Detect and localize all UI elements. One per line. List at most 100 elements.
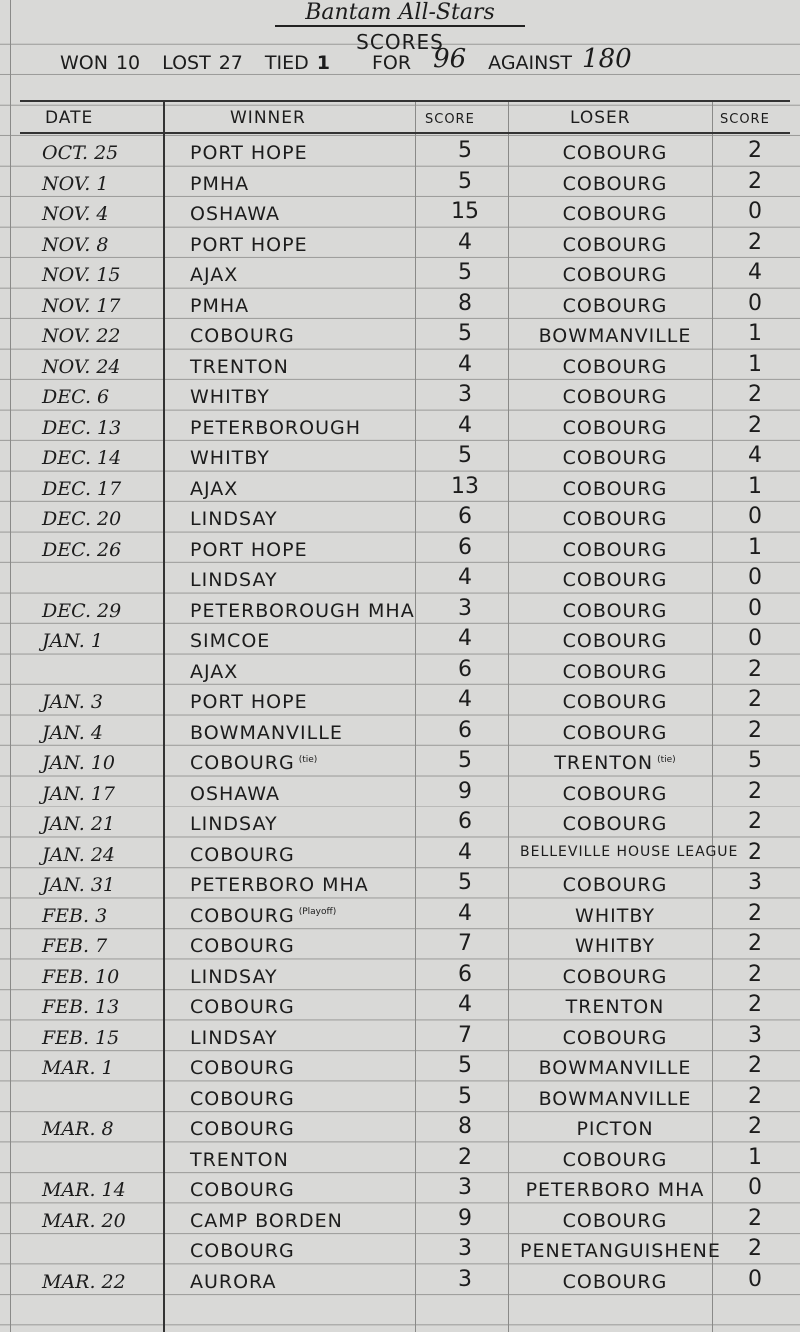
loser-cell: COBOURG [520,630,710,652]
winner-score-cell: 8 [440,1114,490,1139]
loser-cell: COBOURG [520,600,710,622]
table-row: LINDSAY 4 COBOURG 0 [0,565,800,596]
loser-score-cell: 0 [725,199,785,224]
winner-score-cell: 9 [440,779,490,804]
date-cell: NOV. 8 [42,234,108,256]
date-cell-text: NOV. 15 [42,264,121,286]
column-header-loser: LOSER [570,108,631,128]
table-row: NOV. 17 PMHA 8 COBOURG 0 [0,291,800,322]
loser-score-cell-text: 2 [748,168,762,194]
winner-score-cell-text: 5 [458,748,472,773]
winner-score-cell: 15 [440,199,490,224]
loser-cell-text: COBOURG [562,965,668,988]
winner-cell-text: LINDSAY [190,569,278,591]
table-row: NOV. 24 TRENTON 4 COBOURG 1 [0,352,800,383]
table-row: MAR. 14 COBOURG 3 PETERBORO MHA 0 [0,1175,800,1206]
table-row: JAN. 3 PORT HOPE 4 COBOURG 2 [0,687,800,718]
table-row: JAN. 10 COBOURG (tie) 5 TRENTON (tie) 5 [0,748,800,779]
table-row: JAN. 17 OSHAWA 9 COBOURG 2 [0,779,800,810]
table-row: FEB. 15 LINDSAY 7 COBOURG 3 [0,1023,800,1054]
winner-cell: LINDSAY [190,813,278,835]
winner-cell-text: AJAX [190,477,239,500]
winner-score-cell: 4 [440,840,490,865]
date-cell-text: JAN. 1 [42,630,103,652]
table-row: AJAX 6 COBOURG 2 [0,657,800,688]
loser-cell: COBOURG [520,539,710,561]
winner-cell-text: COBOURG [190,935,295,957]
against-label: AGAINST [488,52,573,74]
table-row: JAN. 21 LINDSAY 6 COBOURG 2 [0,809,800,840]
date-cell-text: NOV. 1 [42,172,109,195]
loser-score-cell-text: 0 [748,1266,762,1292]
loser-cell-text: COBOURG [562,599,668,622]
winner-score-cell-text: 4 [458,412,472,438]
page-subtitle: SCORES [356,30,444,54]
winner-score-cell-text: 2 [458,1144,472,1170]
winner-score-cell: 7 [440,931,490,956]
winner-cell: PORT HOPE [190,234,308,256]
loser-cell-text: COBOURG [562,813,668,835]
loser-cell: COBOURG [520,447,710,469]
winner-cell-text: PORT HOPE [190,233,308,256]
winner-cell: AJAX [190,478,238,500]
winner-score-cell: 6 [440,718,490,743]
loser-cell: COBOURG [520,813,710,835]
winner-score-cell-text: 3 [458,1266,472,1292]
loser-cell: COBOURG [520,234,710,256]
winner-cell-text: COBOURG [190,843,295,866]
loser-score-cell: 2 [725,657,785,682]
loser-score-cell-text: 4 [748,443,762,468]
winner-score-cell: 9 [440,1206,490,1231]
date-cell: NOV. 1 [42,173,108,195]
loser-cell-text: WHITBY [575,935,655,957]
date-cell-text: JAN. 17 [42,782,116,805]
winner-cell-text: PETERBORO MHA [190,874,369,896]
winner-cell-text: WHITBY [190,447,270,469]
loser-score-cell: 1 [725,321,785,346]
loser-score-cell-text: 2 [748,229,762,255]
winner-score-cell-text: 3 [458,595,472,621]
winner-cell-text: COBOURG [190,752,295,774]
loser-score-cell-text: 0 [748,626,762,651]
loser-cell-text: COBOURG [562,508,668,530]
date-cell: FEB. 13 [42,996,119,1018]
loser-cell: PENETANGUISHENE [520,1240,720,1262]
winner-cell: AJAX [190,661,238,683]
date-cell: MAR. 8 [42,1118,114,1140]
winner-score-cell-text: 4 [458,992,472,1017]
winner-cell: LINDSAY [190,508,278,530]
date-cell-text: FEB. 7 [42,935,108,957]
loser-cell: COBOURG [520,142,710,164]
loser-cell: WHITBY [520,935,710,957]
winner-score-cell-text: 6 [458,809,472,834]
winner-cell: PETERBOROUGH MHA [190,600,415,622]
lost-label: LOST [162,52,211,74]
loser-cell-text: COBOURG [562,477,668,500]
date-cell: JAN. 17 [42,783,115,805]
table-row: FEB. 3 COBOURG (Playoff) 4 WHITBY 2 [0,901,800,932]
winner-cell: LINDSAY [190,1027,278,1049]
winner-cell: WHITBY [190,447,270,469]
loser-cell: COBOURG [520,966,710,988]
table-row: NOV. 22 COBOURG 5 BOWMANVILLE 1 [0,321,800,352]
winner-score-cell-text: 6 [458,656,472,682]
table-row: DEC. 26 PORT HOPE 6 COBOURG 1 [0,535,800,566]
annotation-note: (Playoff) [298,907,337,918]
loser-cell-text: COBOURG [562,782,668,805]
loser-cell-text: COBOURG [562,142,668,164]
winner-cell-text: PORT HOPE [190,538,308,561]
winner-cell: AJAX [190,264,238,286]
winner-cell-text: AJAX [190,660,239,683]
loser-score-cell: 1 [725,1145,785,1170]
loser-score-cell: 2 [725,1053,785,1078]
loser-score-cell-text: 2 [748,992,762,1017]
loser-score-cell: 2 [725,931,785,956]
winner-cell-text: LINDSAY [190,1026,278,1049]
winner-score-cell: 5 [440,748,490,773]
loser-cell-text: COBOURG [562,264,668,286]
winner-cell: PMHA [190,295,249,317]
winner-score-cell: 4 [440,901,490,926]
loser-score-cell-text: 2 [748,809,762,834]
loser-score-cell-text: 3 [748,1022,762,1048]
winner-cell: COBOURG [190,1240,295,1262]
